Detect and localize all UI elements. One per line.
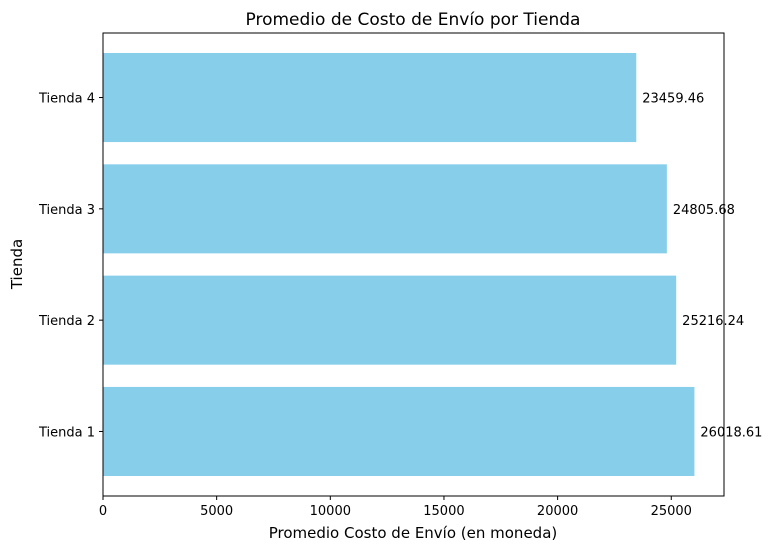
x-axis-label: Promedio Costo de Envío (en moneda) (269, 524, 558, 542)
x-tick-label-0: 0 (99, 504, 107, 519)
data-label-tienda-3: 24805.68 (673, 203, 735, 218)
y-tick-label-tienda-1: Tienda 1 (38, 425, 95, 440)
plot-area-frame (102, 32, 725, 497)
y-tick-label-tienda-2: Tienda 2 (38, 314, 95, 329)
bar-tienda-3 (103, 164, 667, 254)
x-tick-label-5000: 5000 (200, 504, 233, 519)
bar-tienda-1 (103, 386, 695, 476)
data-label-tienda-4: 23459.46 (642, 92, 704, 107)
chart-title: Promedio de Costo de Envío por Tienda (246, 10, 581, 30)
data-label-tienda-1: 26018.61 (700, 425, 762, 440)
y-tick-label-tienda-4: Tienda 4 (38, 92, 95, 107)
bar-tienda-4 (103, 53, 637, 143)
x-tick-label-10000: 10000 (310, 504, 351, 519)
data-label-tienda-2: 25216.24 (682, 314, 744, 329)
y-tick-label-tienda-3: Tienda 3 (38, 203, 95, 218)
x-tick-label-20000: 20000 (537, 504, 578, 519)
y-axis-label: Tienda (8, 239, 26, 290)
x-tick-label-15000: 15000 (423, 504, 464, 519)
x-tick-label-25000: 25000 (651, 504, 692, 519)
bar-tienda-2 (103, 275, 677, 365)
